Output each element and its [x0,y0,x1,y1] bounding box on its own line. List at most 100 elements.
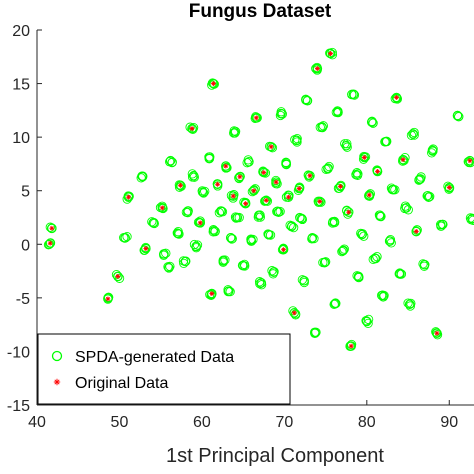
spda-point [296,213,307,224]
asterisk-stroke [281,247,286,252]
original-point [251,188,257,194]
spda-point [301,95,311,105]
asterisk-stroke [190,126,195,131]
asterisk-stroke [297,186,302,191]
spda-point [345,341,355,351]
spda-point [277,245,288,255]
spda-point [391,92,402,103]
spda-point [349,90,360,100]
spda-point [179,258,189,269]
spda-point [271,175,281,186]
plot-points [43,47,474,351]
spda-point [192,240,203,250]
original-point [126,194,131,200]
original-point [243,201,249,206]
asterisk-stroke [414,229,419,234]
spda-point [260,196,270,206]
spda-point [227,234,237,244]
spda-point [295,213,305,223]
asterisk-stroke [126,195,131,200]
spda-point [327,218,338,228]
spda-point [363,318,373,329]
spda-point [218,256,228,266]
spda-point [411,226,421,237]
spda-point [44,239,54,249]
original-point [291,310,297,316]
spda-point [164,262,174,273]
asterisk-stroke [261,170,266,175]
spda-point [224,286,234,296]
x-axis-label: 1st Principal Component [166,445,384,467]
legend-box [37,333,291,405]
asterisk-stroke [375,169,380,174]
spda-point [363,314,374,325]
spda-point [187,172,198,182]
spda-point [174,182,185,192]
y-tick-label: -10 [7,344,30,361]
spda-point [427,148,437,158]
asterisk-stroke [274,180,279,185]
spda-point [195,216,205,226]
asterisk-stroke [209,291,214,296]
original-point [317,199,323,204]
spda-point [269,267,279,277]
spda-point [359,151,369,162]
asterisk-stroke [394,95,399,100]
y-tick-label: -15 [7,398,30,415]
spda-point [346,339,357,350]
spda-point [240,198,250,209]
original-point [237,174,243,180]
spda-point [208,78,219,89]
spda-point [207,80,217,90]
spda-point [187,123,197,134]
y-tick-label: 20 [12,23,30,40]
spda-point [343,209,353,219]
spda-point [45,222,55,232]
spda-point [327,50,338,60]
original-point [209,291,215,296]
original-point [394,95,399,100]
original-point [281,247,286,253]
spda-point [392,94,402,104]
asterisk-stroke [349,344,354,349]
asterisk-stroke [223,164,228,169]
spda-point [220,255,230,265]
original-point [296,186,302,191]
spda-point [443,181,453,191]
spda-point [400,153,410,163]
spda-point [362,316,372,327]
spda-point [418,259,428,269]
legend: SPDA-generated Data Original Data [37,333,291,405]
spda-point [113,271,123,282]
spda-point [188,170,199,181]
spda-point [342,139,352,149]
x-tick-label: 60 [193,414,211,431]
asterisk-stroke [307,173,312,178]
spda-point [375,211,385,222]
spda-point [183,206,193,216]
asterisk-stroke [367,193,372,197]
spda-point [246,234,256,244]
spda-point [431,328,441,338]
spda-point [408,129,418,139]
spda-point [351,169,361,180]
spda-point [303,170,313,181]
asterisk-stroke [317,199,322,204]
spda-point [234,212,244,223]
spda-point [396,269,407,279]
asterisk-stroke [346,210,351,215]
spda-point [234,173,244,184]
original-point [338,184,343,189]
spda-point [310,328,320,338]
legend-marker-spda [51,350,63,362]
spda-point [307,234,317,244]
x-tick-label: 80 [358,414,376,431]
spda-point [385,235,396,245]
original-point [361,155,367,160]
spda-point [315,122,325,132]
spda-point [454,111,464,122]
spda-point [141,242,151,253]
spda-point [208,227,218,237]
spda-point [231,213,241,223]
spda-point [264,230,274,240]
